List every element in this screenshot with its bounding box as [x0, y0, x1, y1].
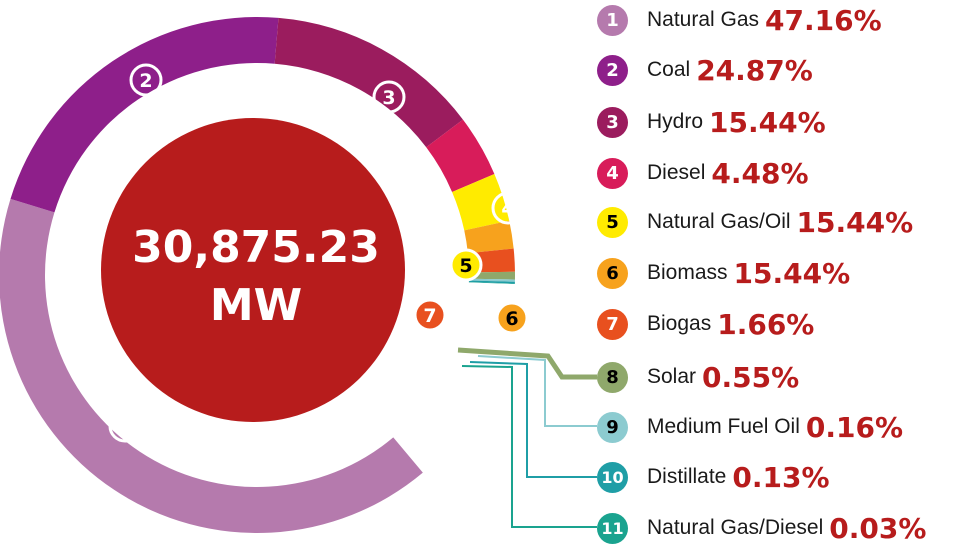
- legend-item: 4 Diesel 4.48%: [597, 153, 809, 193]
- donut-ring: [0, 16, 515, 533]
- legend-item: 9 Medium Fuel Oil 0.16%: [597, 407, 903, 447]
- legend-badge: 3: [597, 106, 628, 138]
- legend-item: 5 Natural Gas/Oil 15.44%: [597, 202, 913, 242]
- slice-badge-6: 6: [495, 301, 529, 335]
- slice-8: [468, 271, 515, 280]
- legend-percentage: 0.13%: [732, 460, 830, 494]
- legend-percentage: 0.55%: [702, 360, 800, 394]
- legend-item: 2 Coal 24.87%: [597, 50, 813, 90]
- legend-badge: 10: [597, 461, 628, 493]
- legend-item: 1 Natural Gas 47.16%: [597, 0, 882, 40]
- legend-badge: 4: [597, 157, 628, 189]
- leader-line-11: [461, 365, 597, 528]
- slice-badge-1: 1: [108, 409, 142, 443]
- legend-badge: 6: [597, 257, 628, 289]
- legend-badge: 7: [597, 308, 628, 340]
- slice-11: [468, 282, 515, 285]
- legend-item: 11 Natural Gas/Diesel 0.03%: [597, 508, 926, 548]
- legend-label: Biogas: [647, 312, 712, 335]
- legend-badge: 9: [597, 411, 628, 443]
- leader-line-8: [457, 347, 597, 380]
- legend-item: 6 Biomass 15.44%: [597, 253, 850, 293]
- slice-badge-5: 5: [449, 248, 483, 282]
- legend-label: Distillate: [647, 465, 727, 488]
- slice-badge-number: 2: [139, 70, 152, 92]
- slice-badge-number: 3: [382, 87, 395, 109]
- legend-percentage: 4.48%: [711, 156, 809, 190]
- legend-percentage: 47.16%: [765, 3, 882, 37]
- legend-item: 3 Hydro 15.44%: [597, 102, 826, 142]
- legend-label: Biomass: [647, 261, 728, 284]
- legend-item: 10 Distillate 0.13%: [597, 457, 830, 497]
- legend-percentage: 0.16%: [805, 410, 904, 444]
- legend-percentage: 24.87%: [696, 53, 813, 87]
- legend-label: Natural Gas: [647, 8, 760, 31]
- legend-percentage: 15.44%: [709, 105, 826, 139]
- legend-item: 8 Solar 0.55%: [597, 357, 799, 397]
- slice-badge-3: 3: [372, 80, 406, 114]
- legend-label: Medium Fuel Oil: [647, 415, 800, 438]
- slice-2: [10, 16, 279, 213]
- slice-badge-number: 5: [459, 255, 472, 277]
- slice-10: [468, 280, 515, 284]
- center-disc: [101, 118, 405, 422]
- legend-label: Natural Gas/Oil: [647, 210, 791, 233]
- legend-badge: 5: [597, 206, 628, 238]
- total-capacity-value: 30,875.23: [132, 222, 380, 273]
- legend-label: Solar: [647, 365, 697, 388]
- legend-badge: 11: [597, 512, 628, 544]
- slice-6: [464, 220, 514, 254]
- leader-line-9: [477, 355, 597, 427]
- legend-percentage: 15.44%: [733, 256, 851, 290]
- slice-badge-4: 4: [491, 191, 525, 225]
- slice-badge-7: 7: [413, 298, 447, 332]
- legend-badge: 2: [597, 54, 628, 86]
- slice-badges: 1 2 3 4 5 6 7: [108, 63, 529, 443]
- legend-label: Coal: [647, 58, 691, 81]
- legend-label: Natural Gas/Diesel: [647, 516, 824, 539]
- legend-badge: 8: [597, 361, 628, 393]
- slice-badge-number: 1: [118, 416, 131, 438]
- slice-badge-number: 6: [505, 308, 518, 330]
- slice-4: [426, 119, 495, 192]
- slice-3: [274, 17, 463, 148]
- legend-percentage: 1.66%: [717, 307, 815, 341]
- legend-badge: 1: [597, 4, 628, 36]
- slice-badge-number: 4: [501, 198, 514, 220]
- legend-label: Diesel: [647, 161, 706, 184]
- total-capacity-unit: MW: [210, 280, 302, 331]
- legend-percentage: 15.44%: [796, 205, 914, 239]
- leader-line-10: [469, 361, 597, 478]
- legend-item: 7 Biogas 1.66%: [597, 304, 814, 344]
- slice-9: [468, 278, 515, 282]
- legend-percentage: 0.03%: [829, 511, 927, 545]
- slice-badge-number: 7: [423, 305, 436, 327]
- leader-lines: [457, 347, 597, 528]
- legend-label: Hydro: [647, 110, 704, 133]
- slice-badge-2: 2: [129, 63, 163, 97]
- slice-1: [0, 198, 423, 533]
